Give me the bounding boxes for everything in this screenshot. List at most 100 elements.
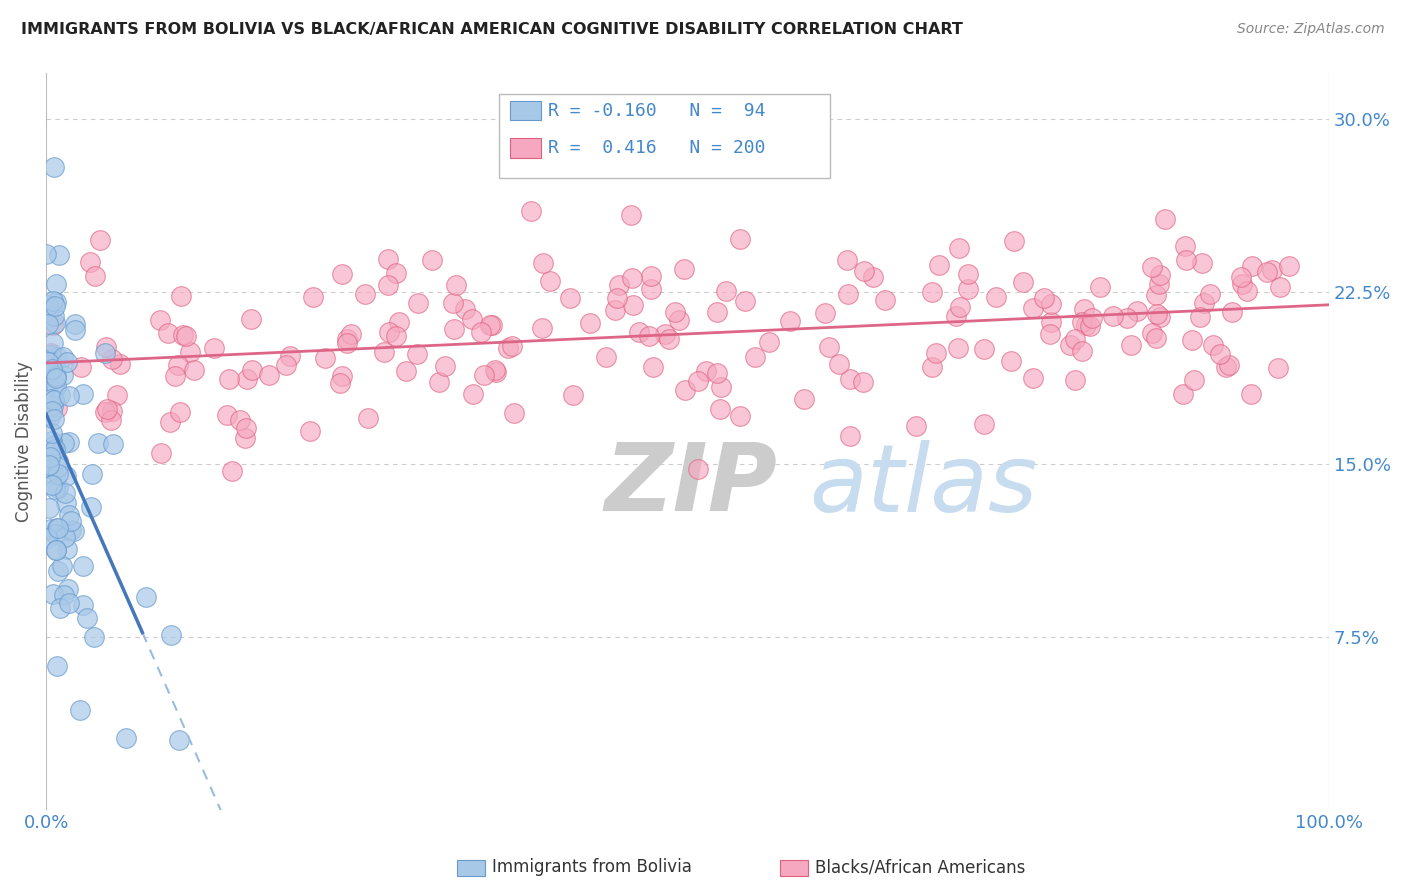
Point (1174, 253, 1197, 268)
Point (100, 404, 122, 418)
Point (1174, 239, 1197, 253)
Point (873, 293, 896, 308)
Point (562, 387, 585, 401)
Point (218, 372, 240, 386)
Point (1144, 331, 1167, 345)
Point (606, 291, 628, 305)
Point (233, 431, 256, 445)
Point (1149, 268, 1171, 283)
Point (94, 345, 117, 359)
Point (779, 314, 801, 328)
Point (758, 335, 780, 350)
Point (41, 348, 63, 362)
Point (1040, 296, 1063, 310)
Point (605, 302, 627, 317)
Point (240, 363, 263, 377)
Point (45, 371, 67, 385)
Point (44, 442, 66, 456)
Point (41, 426, 63, 441)
Point (1181, 333, 1204, 347)
Point (503, 406, 526, 420)
Point (217, 408, 239, 422)
Point (1146, 307, 1168, 321)
Point (709, 402, 731, 417)
Point (1022, 301, 1045, 315)
Point (52, 368, 75, 382)
Point (72, 598, 94, 612)
Point (706, 305, 728, 319)
Point (1268, 280, 1291, 294)
Point (470, 325, 492, 339)
Point (668, 313, 690, 327)
Point (444, 277, 467, 292)
Point (314, 351, 336, 365)
Point (1144, 288, 1167, 302)
Point (949, 300, 972, 314)
Point (240, 312, 263, 326)
Point (115, 731, 138, 745)
Point (39, 450, 62, 464)
Point (38, 501, 60, 516)
Point (640, 268, 662, 283)
Point (641, 360, 664, 375)
Text: R = -0.160   N =  94: R = -0.160 N = 94 (548, 102, 766, 120)
Text: R =  0.416   N = 200: R = 0.416 N = 200 (548, 139, 766, 157)
Point (39, 522, 62, 536)
Point (1140, 326, 1163, 340)
Text: Immigrants from Bolivia: Immigrants from Bolivia (492, 858, 692, 876)
Point (58, 508, 80, 522)
Point (38, 458, 60, 472)
Point (298, 424, 321, 438)
Text: Blacks/African Americans: Blacks/African Americans (815, 858, 1026, 876)
Point (814, 306, 837, 320)
Point (956, 282, 979, 296)
Point (728, 409, 751, 423)
Point (434, 359, 457, 374)
Point (45, 543, 67, 558)
Point (45, 521, 67, 535)
Point (924, 346, 946, 360)
Point (1191, 256, 1213, 270)
Point (406, 347, 429, 361)
Point (837, 252, 859, 267)
Point (441, 296, 464, 310)
Point (672, 261, 695, 276)
Point (496, 341, 519, 355)
Point (531, 256, 554, 270)
Point (1209, 347, 1232, 361)
Point (422, 253, 444, 268)
Point (621, 271, 644, 285)
Point (1040, 315, 1063, 329)
Point (395, 364, 418, 378)
Point (1240, 387, 1263, 401)
Point (35, 532, 58, 546)
Point (664, 304, 686, 318)
Point (37, 370, 59, 384)
Text: Source: ZipAtlas.com: Source: ZipAtlas.com (1237, 22, 1385, 37)
Point (53, 486, 76, 500)
Point (1215, 359, 1237, 374)
Point (60, 523, 83, 537)
Point (44, 482, 66, 496)
Point (619, 208, 641, 222)
Point (973, 343, 995, 357)
Point (710, 380, 733, 394)
Point (221, 464, 243, 478)
Point (385, 266, 408, 280)
Point (519, 203, 541, 218)
Point (41, 477, 63, 491)
Point (839, 372, 862, 386)
Point (167, 733, 190, 747)
Point (1071, 315, 1094, 329)
Point (44, 393, 66, 408)
Point (52, 351, 75, 365)
Point (37, 460, 59, 475)
Point (973, 417, 995, 431)
Point (107, 388, 129, 402)
Point (58, 596, 80, 610)
Point (336, 332, 359, 346)
Point (481, 318, 503, 332)
Point (174, 328, 197, 343)
Point (1236, 284, 1258, 298)
Point (82, 467, 104, 481)
